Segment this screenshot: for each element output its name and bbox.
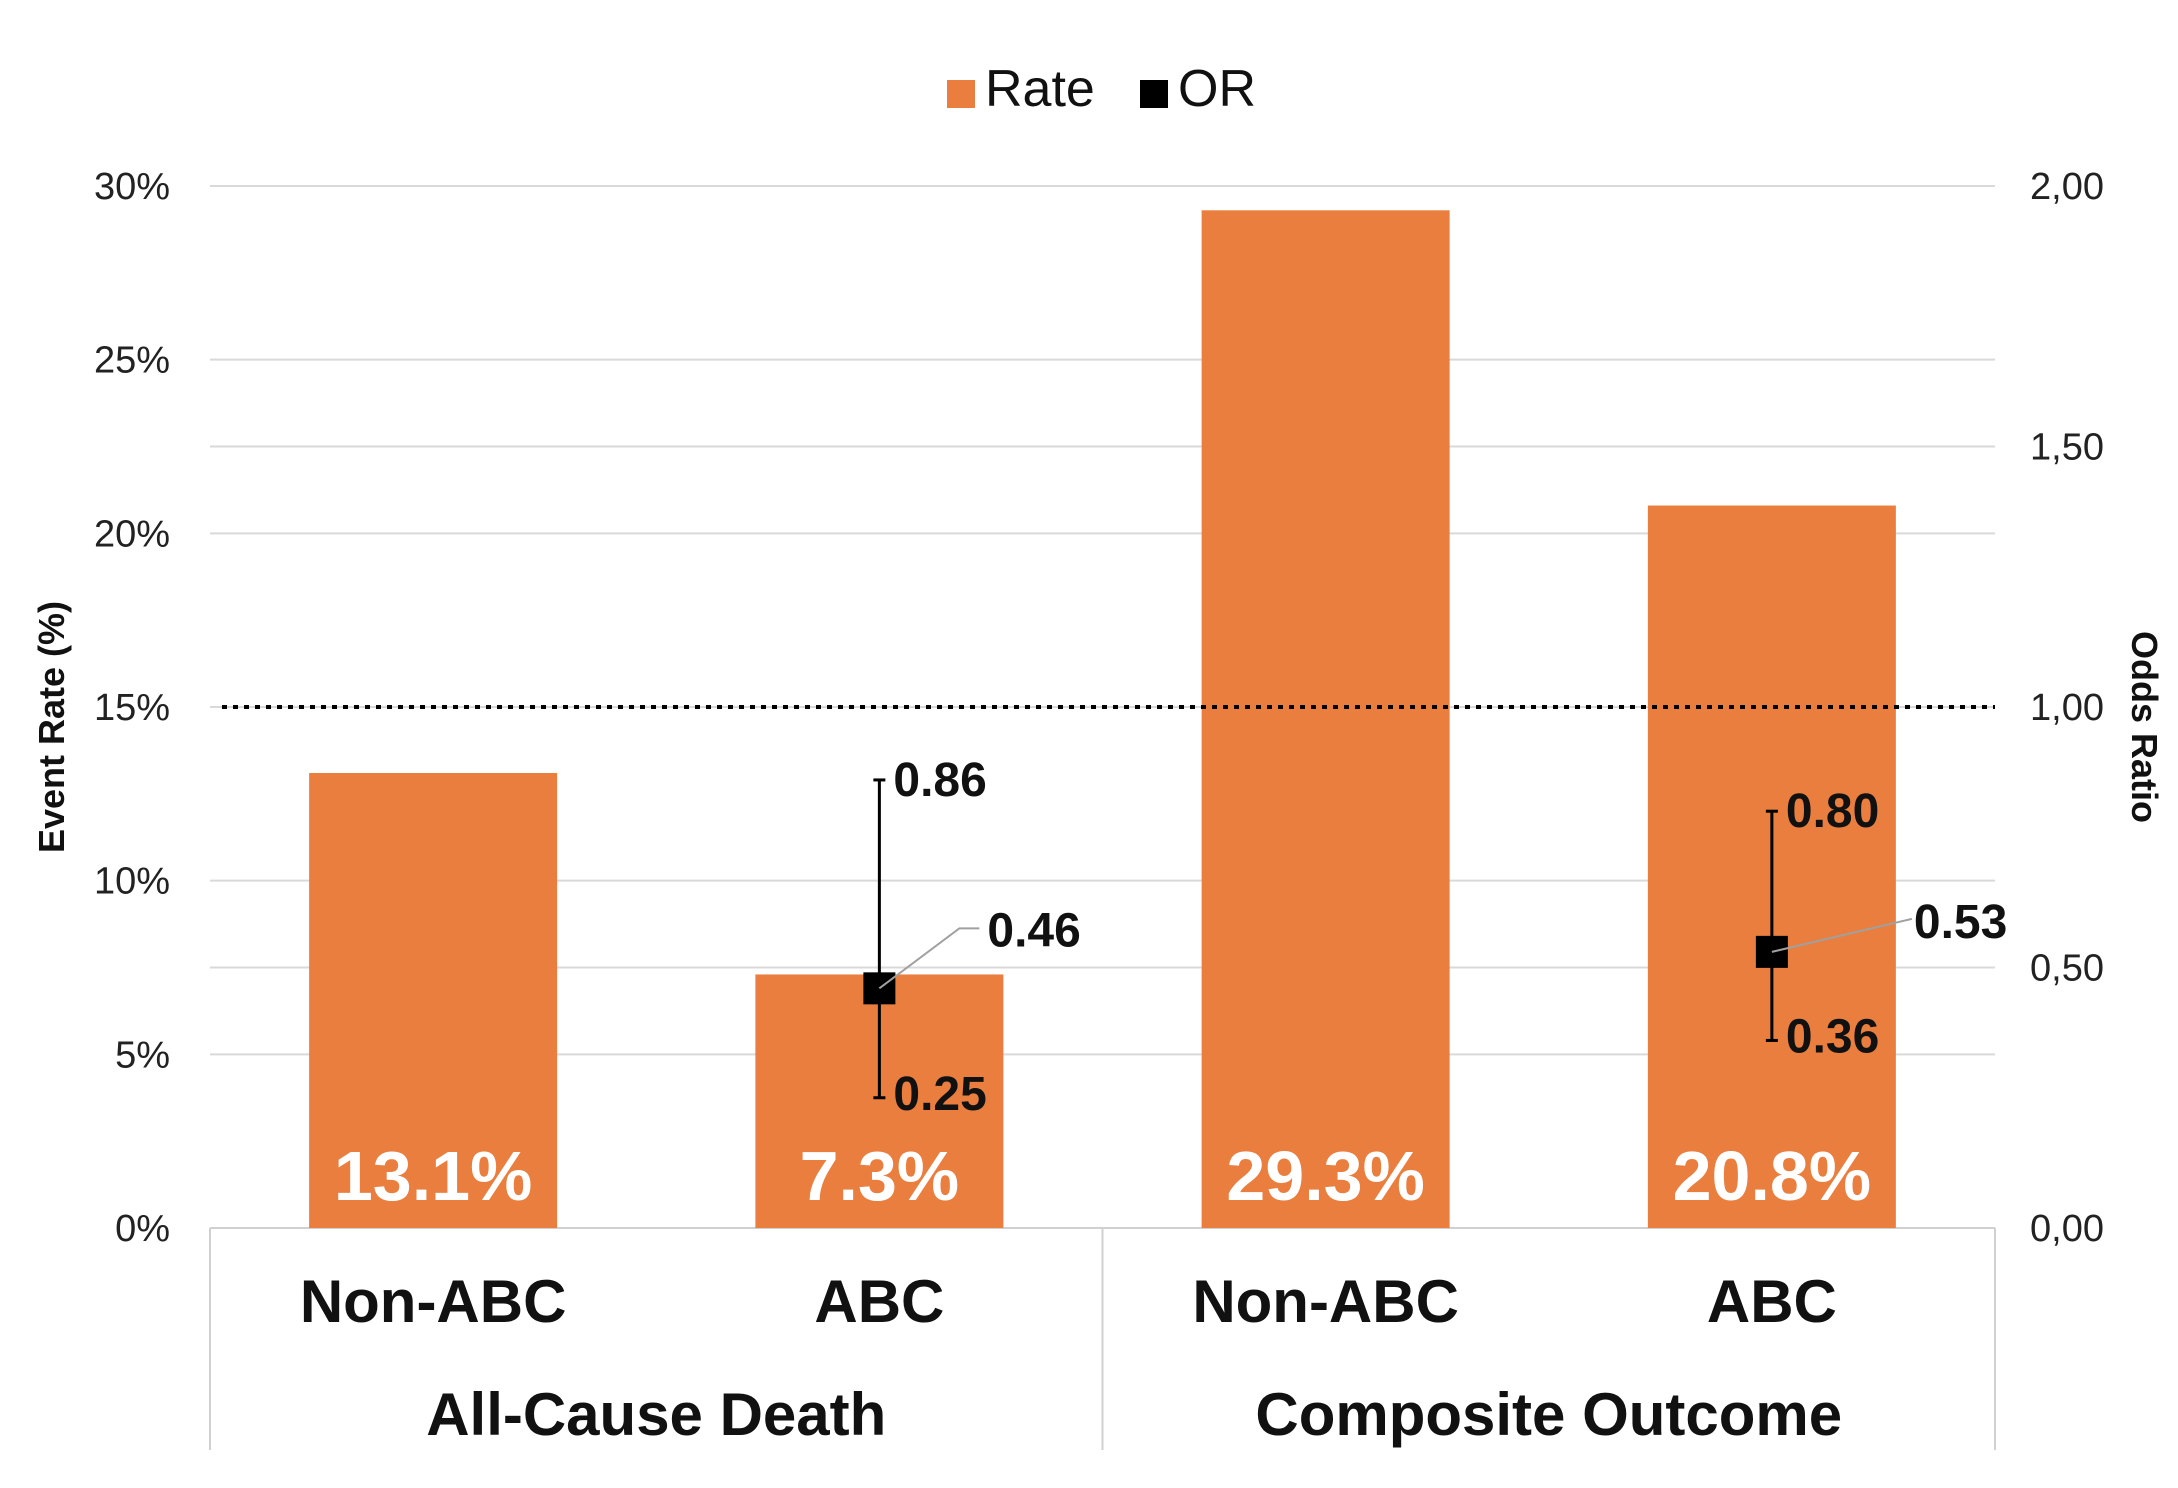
y-left-tick-label: 5% — [115, 1034, 170, 1076]
rate-bar — [1201, 210, 1450, 1228]
category-label: ABC — [1707, 1268, 1837, 1335]
rate-bar-label: 20.8% — [1673, 1137, 1871, 1215]
or-lower-label: 0.36 — [1786, 1010, 1879, 1063]
group-label: All-Cause Death — [426, 1381, 886, 1448]
or-value-label: 0.53 — [1914, 896, 2007, 949]
legend-swatch — [947, 80, 975, 108]
y-right-tick-label: 2,00 — [2030, 166, 2104, 208]
legend-label: OR — [1178, 60, 1256, 118]
rate-bar-label: 7.3% — [800, 1137, 960, 1215]
rate-bar-label: 13.1% — [334, 1137, 532, 1215]
or-lower-label: 0.25 — [893, 1068, 986, 1121]
or-upper-label: 0.80 — [1786, 785, 1879, 838]
y-right-tick-label: 0,00 — [2030, 1208, 2104, 1250]
y-right-tick-label: 1,00 — [2030, 687, 2104, 729]
legend-label: Rate — [985, 60, 1095, 118]
y-left-tick-label: 25% — [94, 340, 170, 382]
or-value-label: 0.46 — [987, 904, 1080, 957]
y-left-tick-label: 0% — [115, 1208, 170, 1250]
y-right-tick-label: 0,50 — [2030, 948, 2104, 990]
y-right-axis-title: Odds Ratio — [2124, 631, 2165, 823]
y-left-tick-label: 30% — [94, 166, 170, 208]
category-label: Non-ABC — [1192, 1268, 1459, 1335]
rate-bar-label: 29.3% — [1226, 1137, 1424, 1215]
y-left-tick-label: 10% — [94, 861, 170, 903]
y-left-tick-label: 15% — [94, 687, 170, 729]
y-left-axis-title: Event Rate (%) — [31, 601, 72, 853]
category-label: ABC — [814, 1268, 944, 1335]
or-value-leader — [878, 927, 980, 990]
rate-bar — [309, 772, 558, 1228]
category-label: Non-ABC — [300, 1268, 567, 1335]
y-left-tick-label: 20% — [94, 513, 170, 555]
group-label: Composite Outcome — [1255, 1381, 1842, 1448]
y-right-tick-label: 1,50 — [2030, 427, 2104, 469]
or-upper-label: 0.86 — [893, 754, 986, 807]
legend-swatch — [1140, 80, 1168, 108]
or-value-leader — [1771, 917, 1913, 953]
